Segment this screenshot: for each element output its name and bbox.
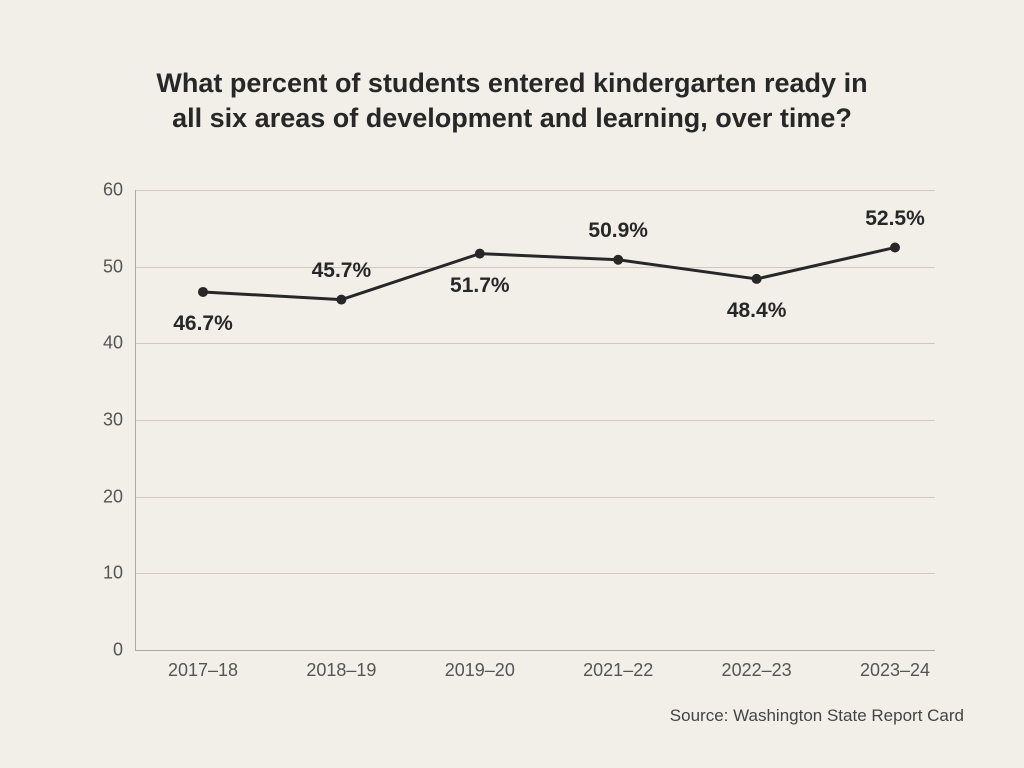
chart-title: What percent of students entered kinderg… — [0, 66, 1024, 136]
y-tick-label: 60 — [103, 180, 135, 201]
plot-area: 0102030405060 2017–182018–192019–202021–… — [135, 190, 935, 650]
line-series — [135, 190, 935, 650]
data-label: 51.7% — [450, 274, 510, 298]
data-label: 52.5% — [865, 207, 925, 231]
y-tick-label: 20 — [103, 486, 135, 507]
x-tick-label: 2019–20 — [445, 650, 515, 681]
data-point — [198, 287, 208, 297]
data-label: 50.9% — [588, 219, 648, 243]
x-axis-line — [135, 650, 935, 651]
y-tick-label: 10 — [103, 563, 135, 584]
source-caption: Source: Washington State Report Card — [670, 706, 964, 726]
data-label: 45.7% — [312, 259, 372, 283]
y-tick-label: 0 — [113, 640, 135, 661]
x-tick-label: 2023–24 — [860, 650, 930, 681]
data-point — [336, 295, 346, 305]
data-point — [890, 243, 900, 253]
data-label: 46.7% — [173, 312, 233, 336]
x-tick-label: 2017–18 — [168, 650, 238, 681]
data-point — [752, 274, 762, 284]
x-tick-label: 2022–23 — [722, 650, 792, 681]
y-tick-label: 30 — [103, 410, 135, 431]
data-point — [613, 255, 623, 265]
data-label: 48.4% — [727, 299, 787, 323]
x-tick-label: 2021–22 — [583, 650, 653, 681]
y-tick-label: 50 — [103, 256, 135, 277]
x-tick-label: 2018–19 — [306, 650, 376, 681]
y-tick-label: 40 — [103, 333, 135, 354]
data-point — [475, 249, 485, 259]
